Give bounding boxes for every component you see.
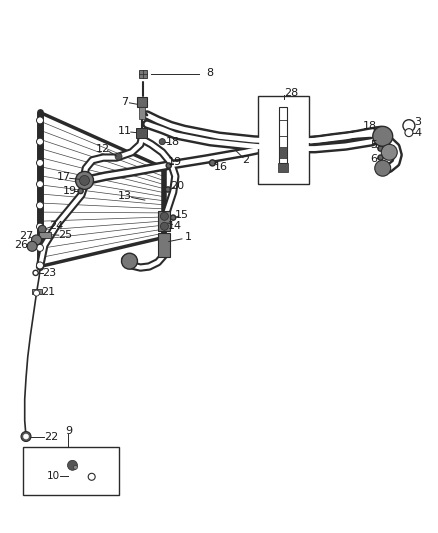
Text: 7: 7 bbox=[122, 97, 129, 107]
Text: 18: 18 bbox=[363, 121, 377, 131]
Circle shape bbox=[36, 159, 43, 166]
Text: 26: 26 bbox=[14, 240, 29, 251]
Circle shape bbox=[381, 144, 397, 160]
Text: 6: 6 bbox=[371, 154, 378, 164]
Circle shape bbox=[36, 223, 43, 230]
Circle shape bbox=[24, 434, 28, 439]
Text: 2: 2 bbox=[242, 155, 249, 165]
Circle shape bbox=[36, 117, 43, 124]
Text: 15: 15 bbox=[175, 210, 189, 220]
Text: 20: 20 bbox=[170, 181, 184, 191]
Circle shape bbox=[165, 187, 170, 192]
Bar bbox=[279, 147, 287, 158]
Text: 1: 1 bbox=[185, 232, 192, 243]
Text: 18: 18 bbox=[166, 136, 180, 147]
Circle shape bbox=[209, 160, 215, 166]
Circle shape bbox=[159, 139, 165, 144]
Text: 5: 5 bbox=[371, 140, 378, 150]
Circle shape bbox=[78, 189, 83, 193]
Bar bbox=[279, 107, 287, 163]
Circle shape bbox=[170, 215, 176, 220]
Circle shape bbox=[75, 172, 93, 189]
Bar bbox=[32, 289, 42, 294]
Bar bbox=[137, 97, 147, 107]
Text: 16: 16 bbox=[214, 161, 228, 172]
Circle shape bbox=[373, 126, 393, 146]
Bar bbox=[279, 163, 288, 173]
Circle shape bbox=[115, 153, 122, 160]
Bar bbox=[159, 233, 170, 257]
Bar bbox=[139, 107, 145, 119]
Text: 27: 27 bbox=[19, 231, 33, 241]
Text: 13: 13 bbox=[118, 191, 132, 201]
Circle shape bbox=[38, 225, 46, 233]
Circle shape bbox=[33, 290, 39, 296]
Circle shape bbox=[74, 465, 78, 469]
Circle shape bbox=[88, 473, 95, 480]
Circle shape bbox=[32, 235, 42, 245]
Text: 22: 22 bbox=[44, 432, 58, 441]
Text: 9: 9 bbox=[65, 426, 72, 436]
Circle shape bbox=[67, 461, 78, 470]
Text: 8: 8 bbox=[207, 68, 214, 78]
Text: 21: 21 bbox=[41, 287, 55, 297]
Circle shape bbox=[375, 160, 391, 176]
Bar bbox=[22, 447, 119, 495]
Text: 3: 3 bbox=[414, 117, 421, 127]
Circle shape bbox=[121, 253, 138, 269]
Circle shape bbox=[36, 181, 43, 188]
Text: 25: 25 bbox=[58, 230, 72, 240]
Circle shape bbox=[160, 212, 168, 220]
Bar bbox=[138, 70, 147, 78]
Text: 17: 17 bbox=[57, 172, 71, 182]
Circle shape bbox=[160, 222, 168, 230]
Circle shape bbox=[36, 202, 43, 209]
Circle shape bbox=[27, 241, 37, 251]
Text: 11: 11 bbox=[118, 126, 132, 136]
Text: 23: 23 bbox=[42, 268, 56, 278]
Circle shape bbox=[36, 245, 43, 252]
Circle shape bbox=[80, 175, 89, 185]
Circle shape bbox=[378, 146, 383, 151]
Text: 19: 19 bbox=[63, 186, 77, 196]
Circle shape bbox=[405, 128, 413, 136]
Bar bbox=[159, 212, 170, 231]
Circle shape bbox=[36, 138, 43, 145]
Circle shape bbox=[166, 163, 171, 168]
Text: 12: 12 bbox=[96, 143, 110, 154]
Bar bbox=[39, 232, 51, 238]
Text: 19: 19 bbox=[168, 157, 182, 167]
Text: 24: 24 bbox=[49, 221, 64, 231]
Text: 28: 28 bbox=[284, 88, 298, 98]
Circle shape bbox=[36, 262, 43, 269]
Circle shape bbox=[21, 432, 31, 441]
Text: 4: 4 bbox=[414, 127, 421, 138]
Circle shape bbox=[374, 127, 380, 133]
Bar bbox=[136, 128, 147, 138]
Circle shape bbox=[33, 270, 38, 276]
Circle shape bbox=[403, 120, 415, 132]
Circle shape bbox=[378, 155, 383, 160]
Bar bbox=[258, 96, 308, 184]
Text: 14: 14 bbox=[168, 221, 182, 231]
Text: 10: 10 bbox=[46, 471, 60, 481]
